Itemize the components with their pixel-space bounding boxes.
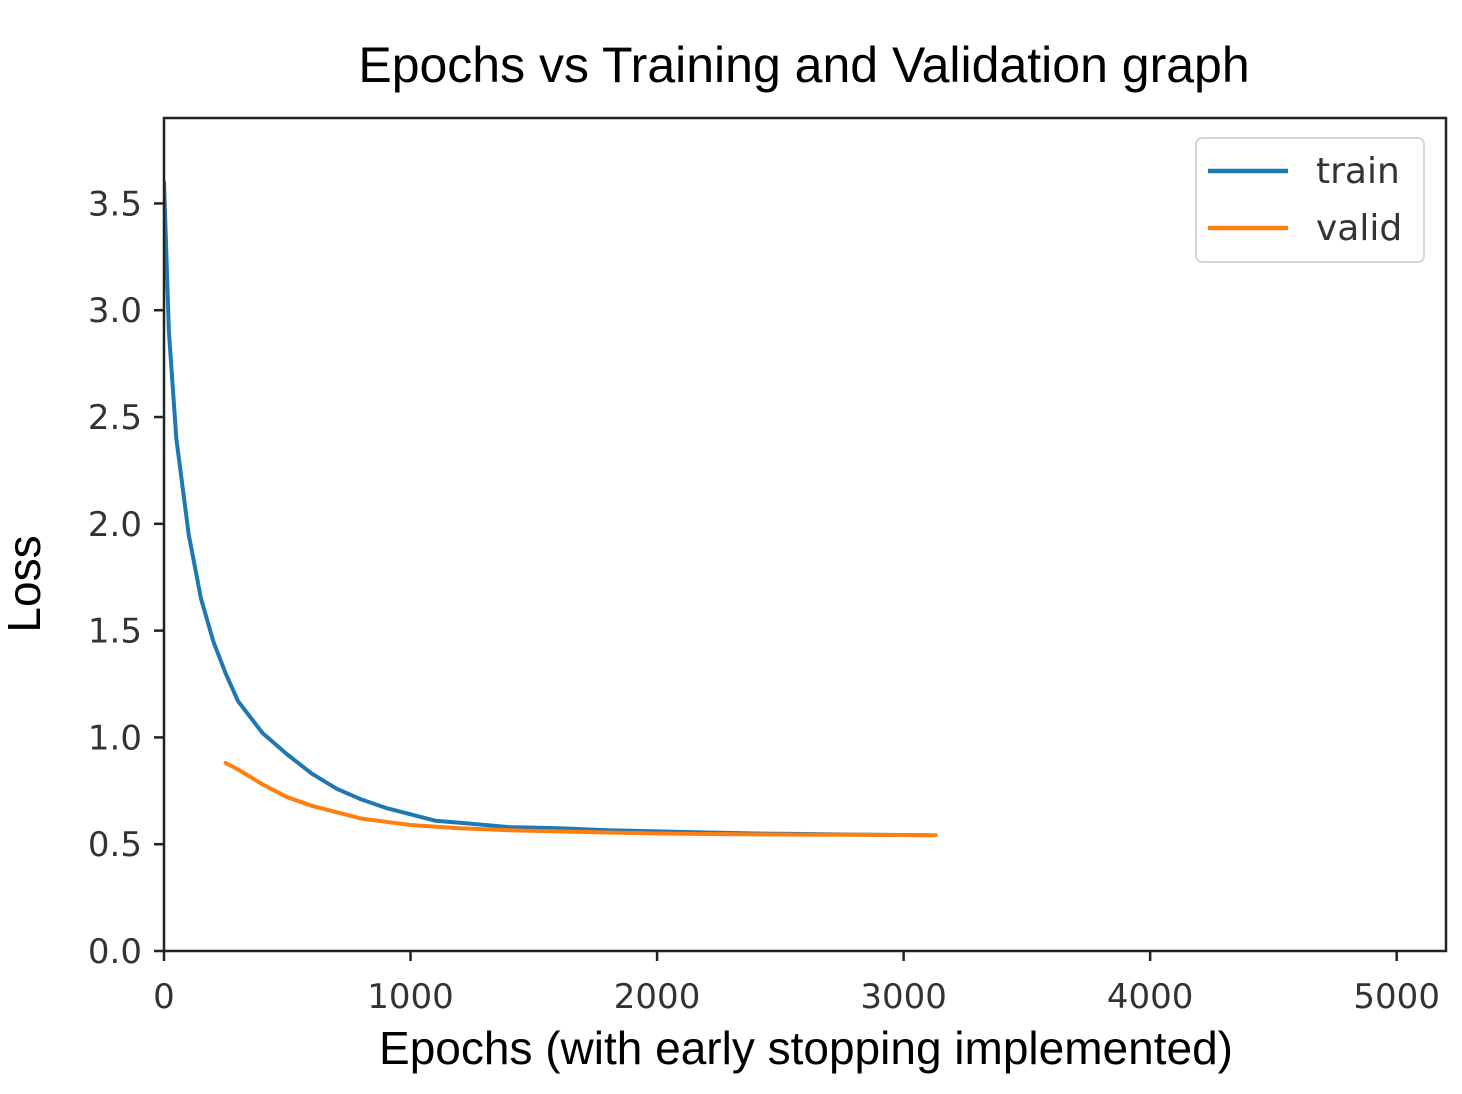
y-tick-label: 3.0 bbox=[88, 291, 142, 331]
x-tick-label: 0 bbox=[153, 977, 175, 1017]
y-tick-label: 1.5 bbox=[88, 612, 142, 652]
legend: train valid bbox=[1195, 137, 1425, 263]
x-tick-label: 5000 bbox=[1353, 977, 1440, 1017]
legend-label-valid: valid bbox=[1316, 208, 1402, 249]
axes: 0 1000 2000 3000 4000 5000 0.0 0.5 1.0 1.5 2.0 2.5 3… bbox=[88, 116, 1448, 1017]
x-tick-label: 1000 bbox=[367, 977, 454, 1017]
plot-border bbox=[162, 116, 1448, 953]
y-tick-label: 2.5 bbox=[88, 398, 142, 438]
x-tick-label: 3000 bbox=[860, 977, 947, 1017]
series-line-valid bbox=[223, 761, 938, 838]
y-axis-label: Loss bbox=[0, 535, 50, 632]
plot-area bbox=[164, 180, 938, 838]
y-tick-label: 1.0 bbox=[88, 718, 142, 758]
x-tick-label: 2000 bbox=[614, 977, 701, 1017]
x-axis-label: Epochs (with early stopping implemented) bbox=[379, 1022, 1233, 1074]
y-tick-label: 2.0 bbox=[88, 505, 142, 545]
y-tick-label: 3.5 bbox=[88, 184, 142, 224]
series-line-train bbox=[164, 180, 931, 838]
y-tick-label: 0.5 bbox=[88, 825, 142, 865]
chart-title: Epochs vs Training and Validation graph bbox=[358, 37, 1249, 93]
y-tick-label: 0.0 bbox=[88, 932, 142, 972]
x-tick-label: 4000 bbox=[1107, 977, 1194, 1017]
legend-label-train: train bbox=[1316, 151, 1400, 192]
